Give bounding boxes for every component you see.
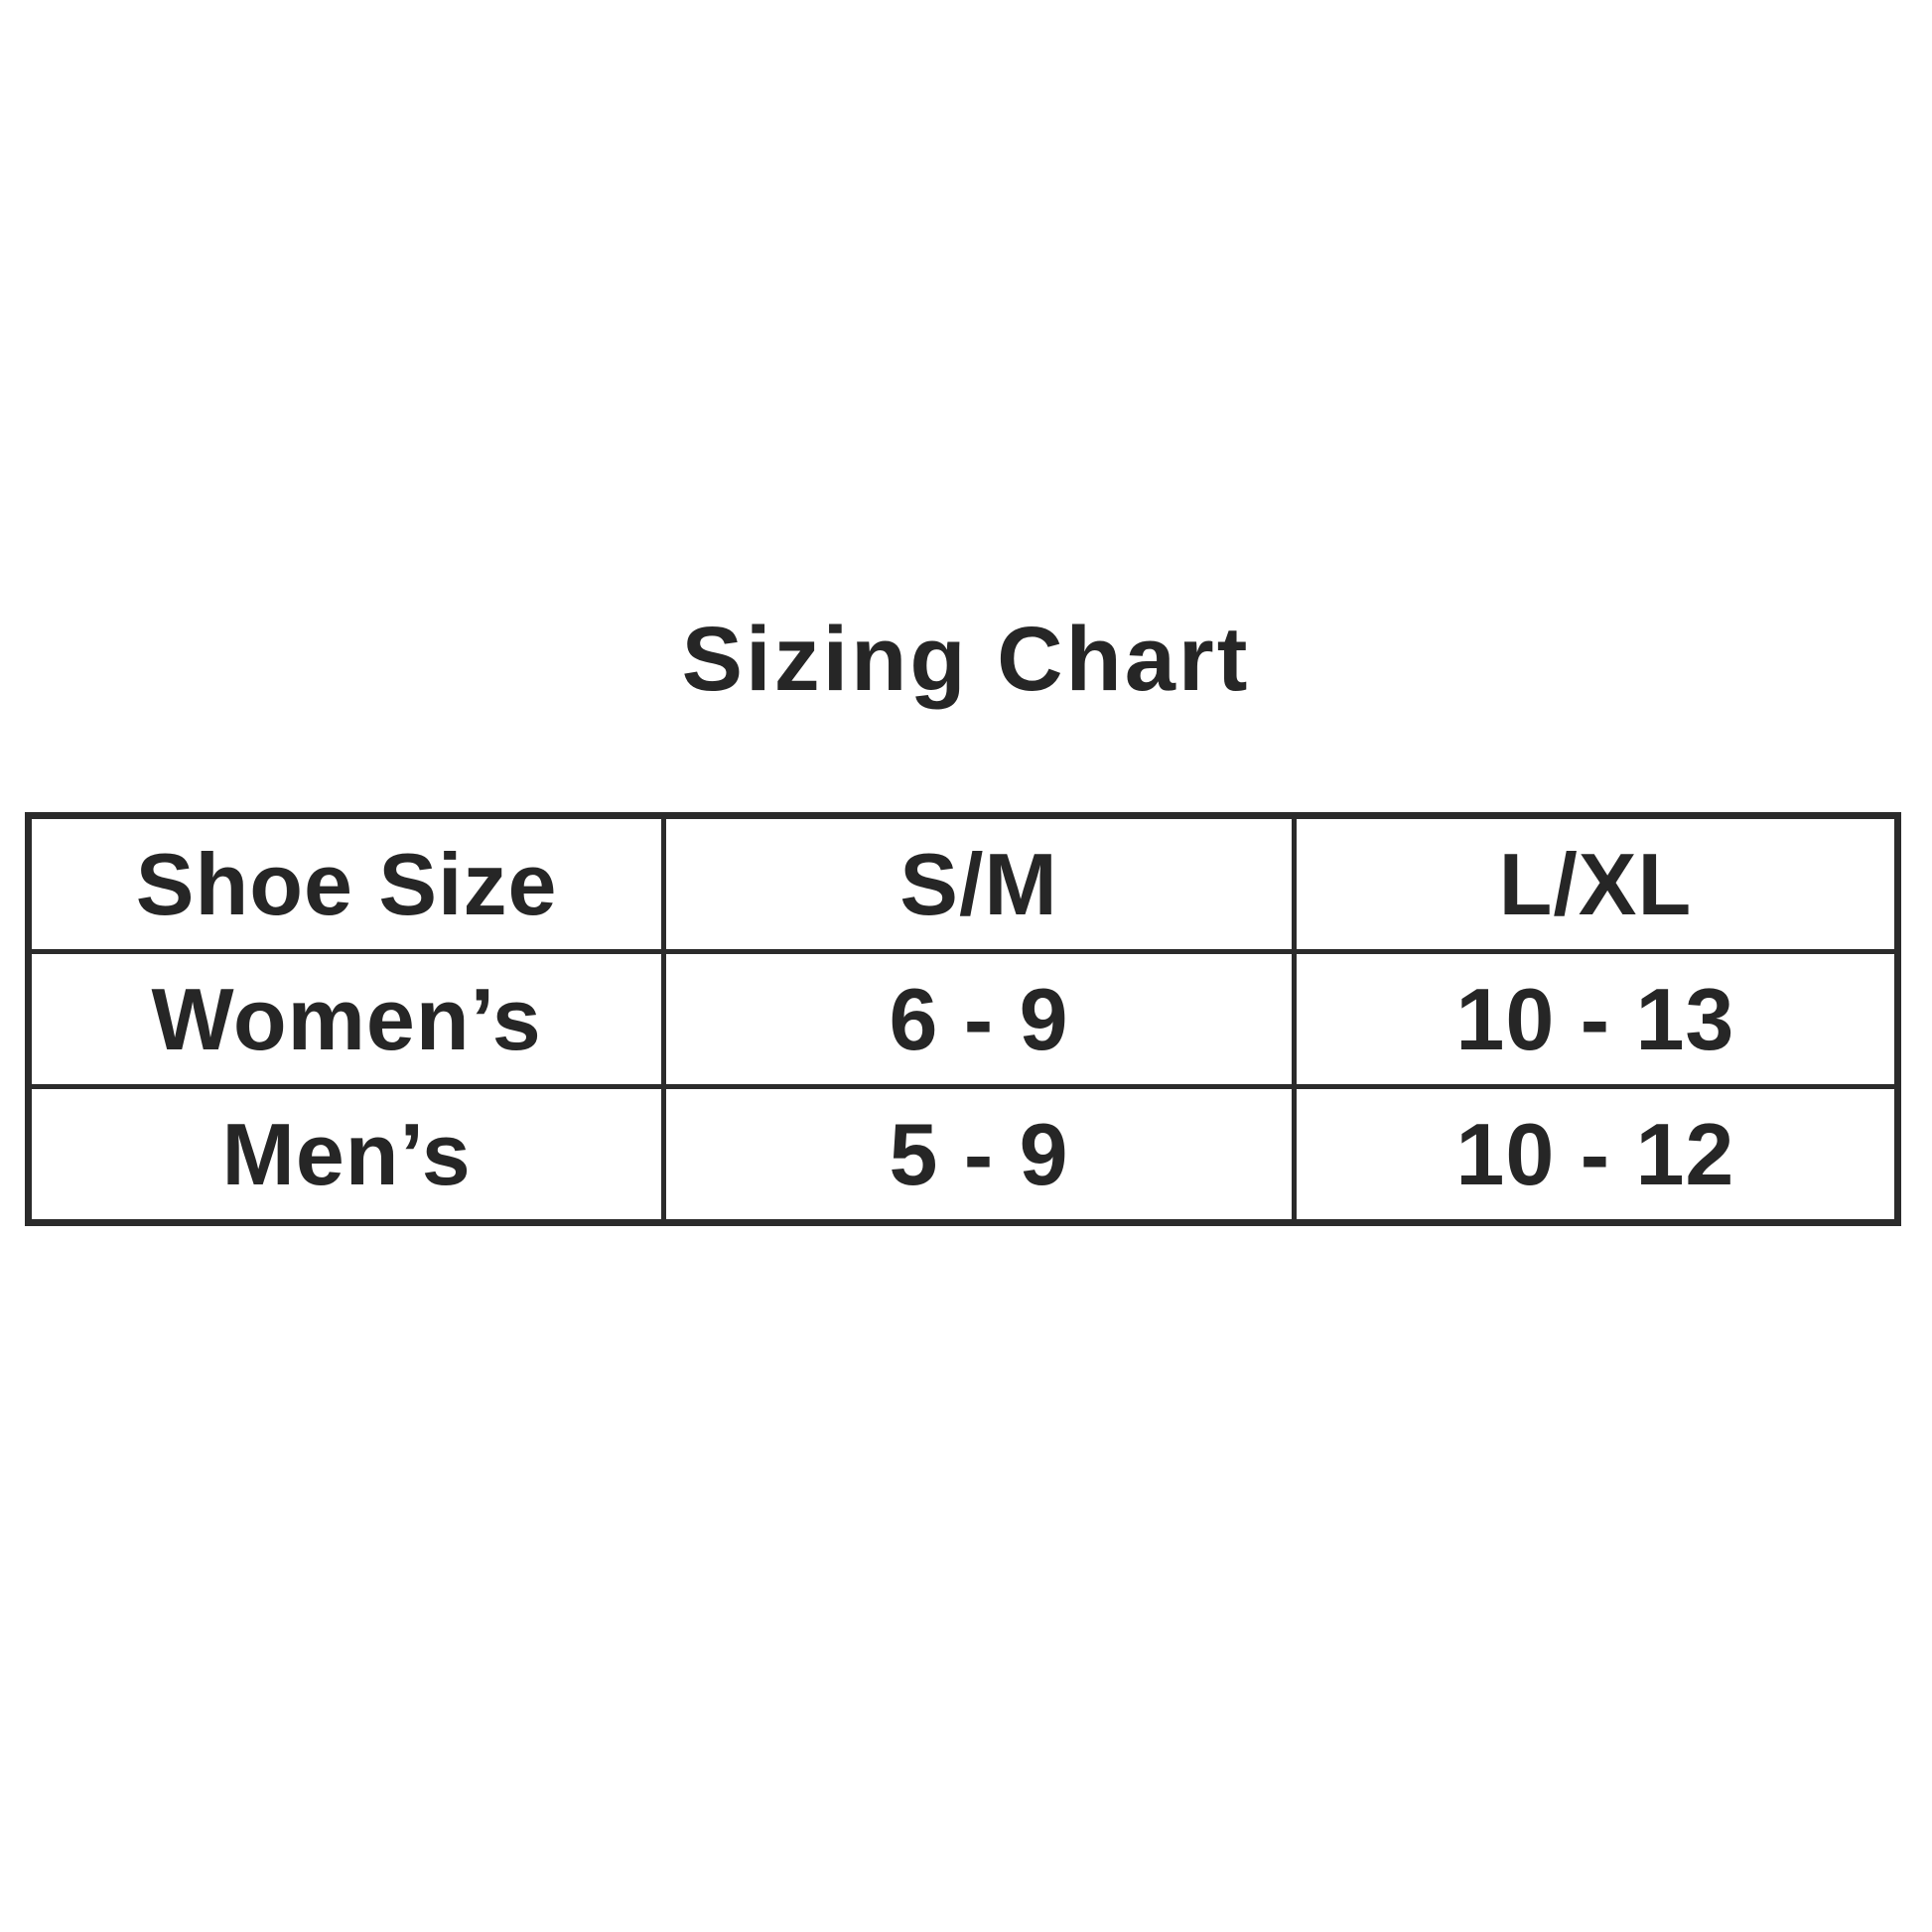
column-header-sm: S/M bbox=[661, 813, 1297, 954]
sizing-table: Shoe Size S/M L/XL Women’s 6 - 9 10 - 13… bbox=[25, 812, 1901, 1226]
womens-lxl-range: 10 - 13 bbox=[1291, 949, 1901, 1089]
row-label-womens: Women’s bbox=[25, 949, 667, 1089]
mens-sm-range: 5 - 9 bbox=[661, 1084, 1297, 1225]
womens-sm-range: 6 - 9 bbox=[661, 949, 1297, 1089]
table-row-womens: Women’s 6 - 9 10 - 13 bbox=[25, 949, 1901, 1089]
row-label-mens: Men’s bbox=[25, 1084, 667, 1225]
table-header-row: Shoe Size S/M L/XL bbox=[25, 813, 1901, 954]
column-header-shoe-size: Shoe Size bbox=[25, 813, 667, 954]
mens-lxl-range: 10 - 12 bbox=[1291, 1084, 1901, 1225]
page-title: Sizing Chart bbox=[681, 609, 1251, 710]
column-header-lxl: L/XL bbox=[1291, 813, 1901, 954]
table-row-mens: Men’s 5 - 9 10 - 12 bbox=[25, 1084, 1901, 1225]
